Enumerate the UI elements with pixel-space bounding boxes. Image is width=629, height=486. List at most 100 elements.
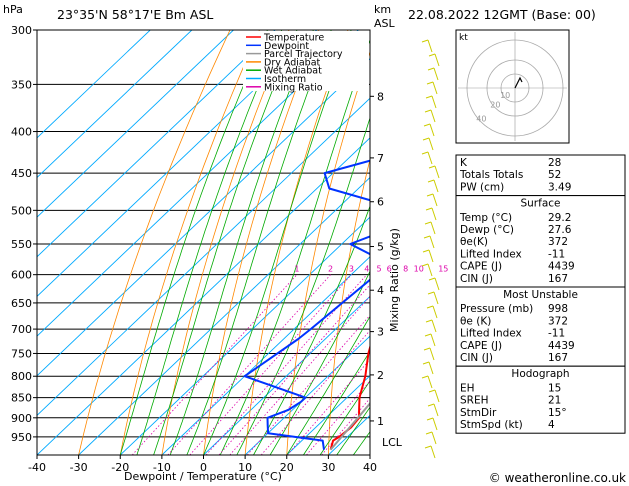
mixing-ratio-label: 15 — [438, 265, 448, 274]
wind-barb-flag — [423, 347, 431, 351]
wind-barb — [434, 165, 440, 179]
mixing-ratio-line — [321, 397, 370, 455]
legend-label: Temperature — [263, 33, 324, 44]
surface-label: Temp (°C) — [459, 212, 512, 224]
wind-barb — [428, 137, 434, 151]
isotherm-line — [37, 30, 193, 179]
wet-adiabat-line — [269, 270, 370, 455]
isotherm-line — [78, 176, 370, 455]
wet-adiabat-line — [169, 30, 314, 455]
most-unstable-title: Most Unstable — [503, 289, 578, 301]
wind-barb-flag — [424, 109, 432, 113]
indices-label: Totals Totals — [459, 169, 523, 181]
surface-label: θe(K) — [460, 236, 488, 248]
pressure-tick-label: 800 — [11, 370, 32, 383]
copyright-text: © weatheronline.co.uk — [489, 471, 626, 485]
wind-barb-flag — [427, 403, 435, 407]
wind-barb-flag — [421, 151, 429, 155]
km-tick-label: 5 — [377, 241, 384, 254]
km-tick-label: 8 — [377, 90, 384, 103]
wet-adiabat-line — [153, 30, 298, 455]
dry-adiabat-line — [203, 30, 319, 455]
wind-barb-flag — [424, 333, 432, 337]
most-unstable-box — [455, 286, 626, 367]
wind-barb — [431, 319, 437, 333]
temp-tick-label: -30 — [70, 461, 88, 474]
wind-barb — [428, 361, 434, 375]
temp-tick-label: 30 — [321, 461, 335, 474]
dry-adiabat-line — [244, 30, 349, 455]
pressure-tick-label: 600 — [11, 269, 32, 282]
dry-adiabat-line — [78, 30, 231, 455]
surface-value: 167 — [548, 273, 568, 285]
mixing-ratio-label: 8 — [403, 265, 408, 274]
wind-barb-flag — [424, 445, 432, 449]
isotherm-line — [37, 57, 370, 377]
wind-barb — [430, 333, 436, 347]
mixing-ratio-axis-title: Mixing Ratio (g/kg) — [388, 228, 401, 332]
wind-barb — [429, 347, 435, 361]
wind-barb-flag — [426, 305, 434, 309]
wind-barbs — [421, 39, 440, 459]
pressure-tick-label: 750 — [11, 347, 32, 360]
pressure-tick-label: 400 — [11, 126, 32, 139]
temp-tick-label: 40 — [363, 461, 377, 474]
mixing-ratio-label: 2 — [328, 265, 333, 274]
isotherm-line — [203, 295, 370, 455]
pressure-tick-label: 500 — [11, 204, 32, 217]
legend-label: Dewpoint — [264, 41, 309, 52]
dry-adiabat-line — [119, 30, 260, 455]
index-tables: K 28 Totals Totals 52 PW (cm) 3.49 Surface Temp… — [455, 154, 626, 434]
wind-barb — [433, 291, 439, 305]
series-dewpoint — [243, 159, 370, 450]
wind-barb — [430, 445, 436, 459]
hodograph-ring-label: 20 — [490, 101, 500, 110]
wind-barb — [432, 193, 438, 207]
hodograph-frame — [455, 29, 570, 144]
wind-barb — [432, 305, 438, 319]
isotherm-line — [244, 335, 370, 455]
pressure-tick-label: 850 — [11, 392, 32, 405]
isotherm-line — [286, 375, 370, 455]
wind-barb-flag — [428, 165, 436, 169]
temp-tick-label: -20 — [111, 461, 129, 474]
pressure-tick-label: 650 — [11, 297, 32, 310]
legend-label: Mixing Ratio — [264, 82, 323, 93]
temp-tick-label: -40 — [28, 461, 46, 474]
wind-barb-flag — [421, 263, 429, 267]
wind-barb-flag — [425, 207, 433, 211]
surface-value: -11 — [548, 248, 565, 260]
surface-title: Surface — [520, 198, 560, 210]
pressure-tick-label: 900 — [11, 412, 32, 425]
profile-lines — [243, 159, 370, 451]
isotherm-line — [37, 30, 151, 139]
km-tick-label: 1 — [377, 415, 384, 428]
indices-label: PW (cm) — [460, 181, 504, 193]
temp-tick-label: 20 — [280, 461, 294, 474]
isotherm-line — [37, 30, 359, 337]
most-unstable-label: Lifted Index — [460, 328, 522, 340]
pressure-tick-label: 350 — [11, 78, 32, 91]
wet-adiabat-line — [319, 380, 370, 455]
wind-barb — [430, 221, 436, 235]
wind-barb — [434, 277, 440, 291]
most-unstable-value: 167 — [548, 352, 568, 364]
km-tick-label: 2 — [377, 369, 384, 382]
wind-barb-flag — [425, 431, 433, 435]
isotherm-line — [161, 256, 370, 455]
wind-barb-flag — [425, 319, 433, 323]
isotherm-line — [37, 30, 318, 298]
wind-barb-flag — [428, 277, 436, 281]
wind-barb — [427, 39, 433, 53]
wind-barb-flag — [427, 67, 435, 71]
wind-barb — [431, 95, 437, 109]
wet-adiabat-line — [219, 38, 370, 455]
wind-barb — [432, 417, 438, 431]
isotherm-line — [37, 30, 234, 218]
km-tick-label: 3 — [377, 326, 384, 339]
wind-barb-flag — [422, 361, 430, 365]
most-unstable-value: 4439 — [548, 340, 575, 352]
temp-tick-label: 10 — [238, 461, 252, 474]
mixing-ratio-label: 3 — [349, 265, 354, 274]
